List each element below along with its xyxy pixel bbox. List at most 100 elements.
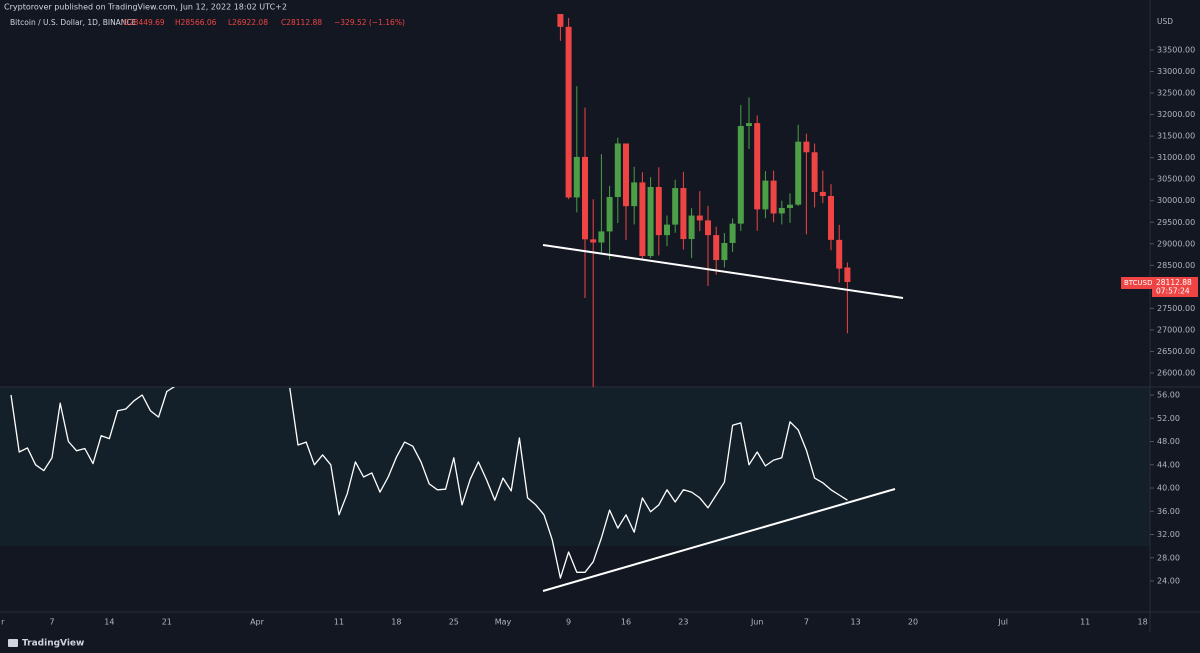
x-tick-label: 14 bbox=[104, 618, 114, 627]
x-tick-label: Apr bbox=[250, 618, 265, 627]
x-tick-label: Jul bbox=[997, 618, 1008, 627]
ohlc-label: H28566.06 bbox=[175, 18, 217, 27]
candle-body bbox=[811, 152, 818, 192]
y-tick-label: 31500.00 bbox=[1157, 132, 1195, 141]
x-tick-label: 13 bbox=[851, 618, 861, 627]
brand-name: TradingView bbox=[22, 639, 84, 649]
candle-body bbox=[770, 180, 777, 214]
y-tick-label: 30500.00 bbox=[1157, 175, 1195, 184]
countdown: 07:57:24 bbox=[1156, 287, 1190, 296]
ohlc-label: −329.52 (−1.16%) bbox=[334, 18, 405, 27]
candle-body bbox=[623, 143, 629, 207]
ohlc-label: L26922.08 bbox=[228, 18, 268, 27]
candle-body bbox=[631, 182, 638, 207]
x-tick-label: 18 bbox=[1138, 618, 1148, 627]
y-tick-label: 48.00 bbox=[1157, 437, 1180, 446]
y-tick-label: 28500.00 bbox=[1157, 261, 1195, 270]
candle-body bbox=[844, 267, 851, 282]
candle-body bbox=[787, 204, 793, 208]
brand-logo bbox=[8, 639, 18, 647]
candle-body bbox=[803, 141, 810, 153]
x-tick-label: r bbox=[1, 618, 5, 627]
candle-body bbox=[606, 197, 613, 232]
rsi-band bbox=[0, 387, 1150, 547]
rsi-trendline bbox=[542, 488, 896, 592]
price-pane bbox=[557, 14, 851, 387]
y-tick-label: 27000.00 bbox=[1157, 325, 1195, 334]
candle-body bbox=[696, 215, 703, 221]
x-tick-label: 7 bbox=[804, 618, 809, 627]
candle-body bbox=[614, 143, 621, 198]
y-tick-label: 36.00 bbox=[1157, 507, 1180, 516]
candle-body bbox=[836, 239, 843, 269]
x-tick-label: 18 bbox=[391, 618, 401, 627]
candle-body bbox=[573, 156, 580, 198]
rsi-line bbox=[10, 387, 848, 579]
x-tick-label: 16 bbox=[621, 618, 631, 627]
candle-body bbox=[819, 191, 826, 196]
y-tick-label: 26000.00 bbox=[1157, 369, 1195, 378]
y-tick-label: 26500.00 bbox=[1157, 347, 1195, 356]
publisher-line: Cryptorover published on TradingView.com… bbox=[4, 3, 287, 12]
x-tick-label: 7 bbox=[49, 618, 54, 627]
candle-body bbox=[647, 186, 654, 257]
candle-body bbox=[598, 231, 605, 243]
y-tick-label: 33000.00 bbox=[1157, 67, 1195, 76]
candle-body bbox=[729, 223, 736, 243]
candle-body bbox=[762, 180, 769, 210]
ohlc-label: C28112.88 bbox=[281, 18, 322, 27]
candle-body bbox=[688, 215, 695, 240]
y-tick-label: 44.00 bbox=[1157, 460, 1180, 469]
rsi-pane bbox=[0, 387, 1150, 547]
candle-body bbox=[795, 141, 802, 205]
y-tick-label: 32000.00 bbox=[1157, 110, 1195, 119]
y-tick-label: 29000.00 bbox=[1157, 239, 1195, 248]
candle-body bbox=[672, 188, 679, 225]
price-tag: BTCUSD 28112.88 07:57:24 bbox=[1121, 277, 1198, 297]
currency-label: USD bbox=[1157, 17, 1173, 26]
y-tick-label: 31000.00 bbox=[1157, 153, 1195, 162]
y-tick-label: 30000.00 bbox=[1157, 196, 1195, 205]
x-tick-label: 23 bbox=[678, 618, 688, 627]
candle-body bbox=[655, 186, 662, 236]
candle-body bbox=[754, 123, 761, 210]
y-tick-label: 29500.00 bbox=[1157, 218, 1195, 227]
candle-body bbox=[778, 207, 785, 214]
candle-body bbox=[565, 26, 572, 198]
candle-body bbox=[680, 188, 687, 240]
candle-body bbox=[582, 156, 588, 240]
brand: TradingView bbox=[8, 639, 84, 649]
y-tick-label: 33500.00 bbox=[1157, 45, 1195, 54]
x-tick-label: 25 bbox=[449, 618, 459, 627]
candle-body bbox=[705, 220, 711, 236]
x-tick-label: May bbox=[495, 618, 512, 627]
y-tick-label: 56.00 bbox=[1157, 391, 1180, 400]
y-tick-label: 28.00 bbox=[1157, 553, 1180, 562]
y-tick-label: 32.00 bbox=[1157, 530, 1180, 539]
rsi-line-pane bbox=[10, 387, 848, 579]
candle-body bbox=[746, 123, 752, 127]
y-tick-label: 27500.00 bbox=[1157, 304, 1195, 313]
last-price: 28112.88 bbox=[1156, 278, 1192, 287]
x-tick-label: 9 bbox=[566, 618, 571, 627]
last-price-bg bbox=[1152, 277, 1198, 297]
footer-bar bbox=[0, 632, 1200, 653]
x-tick-label: Jun bbox=[750, 618, 764, 627]
symbol-tag-bg bbox=[1121, 277, 1152, 289]
y-tick-label: 40.00 bbox=[1157, 484, 1180, 493]
candle-body bbox=[828, 195, 834, 240]
candle-body bbox=[590, 239, 597, 243]
symbol-tag: BTCUSD bbox=[1124, 279, 1153, 287]
x-tick-label: 20 bbox=[908, 618, 918, 627]
candle-body bbox=[639, 182, 646, 257]
y-tick-label: 24.00 bbox=[1157, 577, 1180, 586]
candle-body bbox=[737, 126, 744, 224]
x-tick-label: 21 bbox=[162, 618, 172, 627]
x-tick-label: 11 bbox=[334, 618, 344, 627]
candle-body bbox=[557, 14, 564, 27]
price-trendline bbox=[542, 244, 904, 299]
y-tick-label: 32500.00 bbox=[1157, 89, 1195, 98]
symbol-title: Bitcoin / U.S. Dollar, 1D, BINANCE bbox=[10, 18, 137, 27]
ohlc-label: O28449.69 bbox=[123, 18, 165, 27]
